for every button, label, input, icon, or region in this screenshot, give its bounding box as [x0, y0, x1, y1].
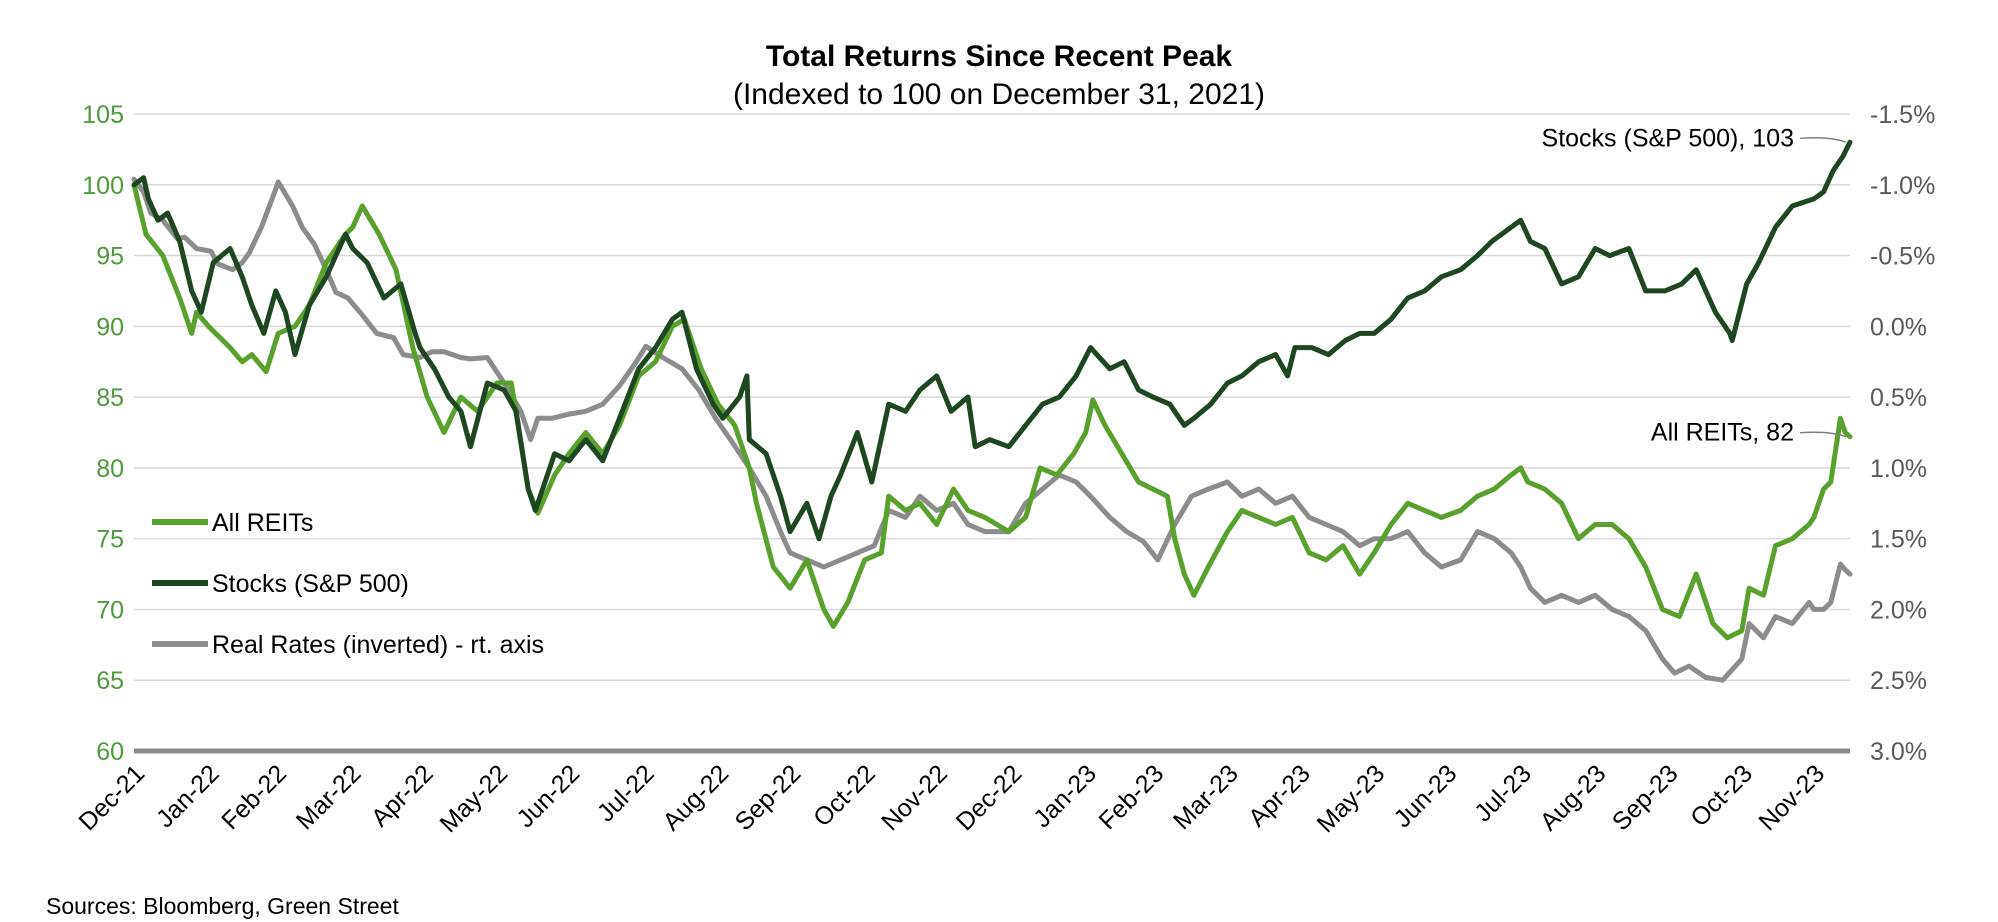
x-tick-label: Feb-22 — [216, 759, 292, 835]
left-tick-label: 70 — [96, 596, 124, 624]
end-labels: All REITs, 82 Stocks (S&P 500), 103 — [1542, 124, 1847, 447]
x-tick-label: Oct-23 — [1685, 759, 1758, 832]
right-tick-label: 0.0% — [1870, 313, 1927, 341]
right-tick-label: 1.5% — [1870, 526, 1927, 554]
x-tick-label: Dec-21 — [73, 759, 150, 836]
legend-label-real-rates: Real Rates (inverted) - rt. axis — [212, 631, 544, 659]
x-tick-label: Apr-23 — [1243, 759, 1316, 832]
x-tick-label: Sep-22 — [730, 759, 807, 836]
right-tick-label: -0.5% — [1870, 243, 1935, 271]
left-tick-label: 60 — [96, 738, 124, 766]
x-tick-label: Aug-22 — [657, 759, 734, 836]
chart-title: Total Returns Since Recent Peak — [766, 40, 1233, 73]
source-note: Sources: Bloomberg, Green Street — [46, 893, 399, 919]
x-tick-label: Jan-22 — [151, 759, 225, 833]
chart-subtitle: (Indexed to 100 on December 31, 2021) — [733, 78, 1265, 111]
gridlines — [134, 113, 1850, 754]
x-tick-label: May-23 — [1312, 759, 1391, 838]
end-label-leader — [1799, 431, 1847, 438]
x-tick-label: Nov-22 — [876, 759, 953, 836]
x-tick-label: May-22 — [434, 759, 513, 838]
right-tick-label: 3.0% — [1870, 738, 1927, 766]
x-tick-label: Feb-23 — [1093, 759, 1169, 835]
legend-label-stocks: Stocks (S&P 500) — [212, 570, 409, 598]
left-tick-label: 65 — [96, 667, 124, 695]
x-tick-label: Jun-23 — [1389, 759, 1463, 833]
right-y-axis: -1.5% -1.0% -0.5% 0.0% 0.5% 1.0% 1.5% 2.0% 2.5% 3… — [1870, 101, 1935, 766]
x-tick-label: Jun-22 — [511, 759, 585, 833]
x-tick-label: Oct-22 — [808, 759, 881, 832]
right-tick-label: -1.0% — [1870, 172, 1935, 200]
x-tick-label: Mar-22 — [291, 759, 367, 835]
x-tick-label: Jan-23 — [1028, 759, 1102, 833]
end-label-reits: All REITs, 82 — [1651, 419, 1794, 447]
left-tick-label: 75 — [96, 526, 124, 554]
left-tick-label: 90 — [96, 313, 124, 341]
series-line-stocks — [131, 139, 1853, 542]
end-label-stocks: Stocks (S&P 500), 103 — [1542, 124, 1794, 152]
x-tick-label: Jul-23 — [1469, 759, 1537, 827]
x-tick-label: Sep-23 — [1607, 759, 1684, 836]
x-tick-label: Aug-23 — [1535, 759, 1612, 836]
right-tick-label: 2.5% — [1870, 667, 1927, 695]
left-tick-label: 100 — [82, 172, 124, 200]
left-tick-label: 85 — [96, 384, 124, 412]
x-tick-label: Mar-23 — [1168, 759, 1244, 835]
legend-label-all-reits: All REITs — [212, 509, 313, 537]
left-tick-label: 80 — [96, 455, 124, 483]
right-tick-label: 2.0% — [1870, 596, 1927, 624]
left-tick-label: 95 — [96, 243, 124, 271]
end-label-leader — [1799, 137, 1847, 144]
right-tick-label: -1.5% — [1870, 101, 1935, 129]
x-tick-label: Dec-22 — [951, 759, 1028, 836]
left-y-axis: 105 100 95 90 85 80 75 70 65 60 — [82, 101, 124, 766]
x-tick-label: Jul-22 — [592, 759, 660, 827]
x-tick-label: Apr-22 — [366, 759, 439, 832]
x-tick-label: Nov-23 — [1753, 759, 1830, 836]
left-tick-label: 105 — [82, 101, 124, 129]
series-lines — [131, 139, 1853, 683]
series-line-reits — [131, 182, 1853, 641]
right-tick-label: 0.5% — [1870, 384, 1927, 412]
legend: All REITs Stocks (S&P 500) Real Rates (i… — [152, 509, 544, 659]
right-tick-label: 1.0% — [1870, 455, 1927, 483]
